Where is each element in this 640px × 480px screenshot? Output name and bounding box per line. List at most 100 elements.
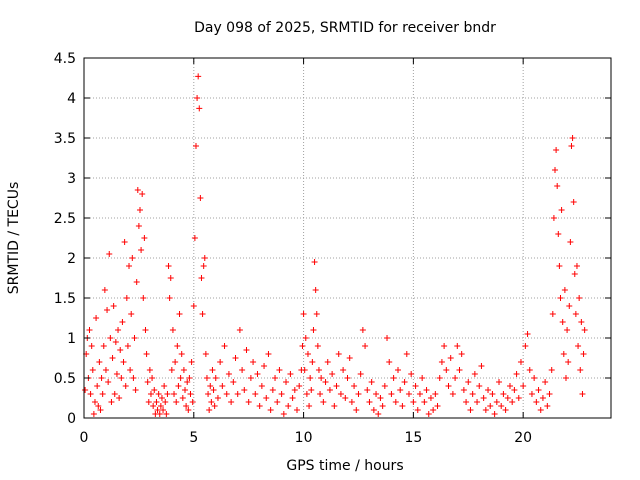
data-point xyxy=(329,371,336,377)
data-point xyxy=(139,191,146,197)
data-point xyxy=(539,395,546,401)
axis-ticks xyxy=(83,57,611,419)
data-point xyxy=(196,105,203,112)
data-point xyxy=(549,311,556,317)
data-point xyxy=(318,375,325,381)
data-point xyxy=(94,383,101,389)
data-point xyxy=(441,343,448,349)
data-point xyxy=(355,391,362,397)
data-point xyxy=(555,231,562,237)
data-point xyxy=(91,399,98,405)
data-point xyxy=(228,399,235,405)
data-point xyxy=(565,359,572,365)
data-point xyxy=(194,95,201,101)
data-point xyxy=(315,367,322,373)
data-point xyxy=(88,343,95,349)
data-point xyxy=(163,411,170,417)
data-point xyxy=(157,403,164,409)
data-point xyxy=(403,351,410,357)
data-point xyxy=(104,307,111,313)
data-point xyxy=(535,387,542,393)
data-point xyxy=(342,395,349,401)
data-point xyxy=(223,391,230,397)
data-point xyxy=(142,327,149,333)
data-point xyxy=(542,379,549,385)
data-point xyxy=(201,255,208,261)
data-point xyxy=(416,391,423,397)
data-point xyxy=(311,259,318,265)
x-axis-label: GPS time / hours xyxy=(286,458,403,474)
data-point xyxy=(158,395,165,401)
data-point xyxy=(577,367,584,373)
data-point xyxy=(176,311,183,317)
data-point xyxy=(252,391,259,397)
data-point xyxy=(340,367,347,373)
data-point xyxy=(469,391,476,397)
data-point xyxy=(154,407,161,413)
data-point xyxy=(575,343,582,349)
data-point xyxy=(82,387,89,393)
data-point xyxy=(568,143,575,149)
data-point xyxy=(500,391,507,397)
data-point xyxy=(579,391,586,397)
data-point xyxy=(267,407,274,413)
data-point xyxy=(98,375,105,381)
data-point xyxy=(132,387,139,393)
data-point xyxy=(140,295,147,301)
data-point xyxy=(283,379,290,385)
y-tick-label: 1 xyxy=(67,331,76,347)
data-point xyxy=(496,379,503,385)
y-tick-label: 4.5 xyxy=(54,51,76,67)
data-point xyxy=(232,355,239,361)
data-point xyxy=(531,375,538,381)
data-point xyxy=(528,391,535,397)
data-point xyxy=(463,399,470,405)
data-point xyxy=(134,187,141,193)
data-point xyxy=(370,407,377,413)
data-point xyxy=(458,351,465,357)
data-point xyxy=(419,375,426,381)
data-point xyxy=(322,379,329,385)
data-point xyxy=(161,383,168,389)
data-point xyxy=(392,399,399,405)
data-point xyxy=(143,351,150,357)
data-point xyxy=(410,399,417,405)
data-point xyxy=(128,311,135,317)
data-point xyxy=(131,335,138,341)
data-point xyxy=(151,387,158,393)
data-point xyxy=(164,391,171,397)
data-point xyxy=(166,295,173,301)
data-point xyxy=(364,387,371,393)
data-point xyxy=(301,367,308,373)
data-point xyxy=(331,403,338,409)
data-point xyxy=(571,271,578,277)
y-tick-label: 0.5 xyxy=(54,371,76,387)
data-point xyxy=(87,391,94,397)
data-point xyxy=(198,275,205,281)
data-point xyxy=(520,383,527,389)
data-point xyxy=(377,395,384,401)
data-point xyxy=(572,311,579,317)
data-point xyxy=(427,395,434,401)
data-point xyxy=(178,351,185,357)
data-point xyxy=(250,359,257,365)
data-point xyxy=(556,263,563,269)
data-point xyxy=(506,383,513,389)
data-point xyxy=(335,351,342,357)
y-axis-label: SRMTID / TECUs xyxy=(6,182,22,295)
data-point xyxy=(185,407,192,413)
data-point xyxy=(449,391,456,397)
data-point xyxy=(177,375,184,381)
grid-lines xyxy=(84,58,611,418)
data-point xyxy=(570,199,577,205)
data-point xyxy=(86,327,93,333)
data-point xyxy=(199,311,206,317)
data-point xyxy=(300,311,307,317)
data-point xyxy=(261,363,268,369)
data-point xyxy=(95,403,102,409)
data-point xyxy=(109,355,116,361)
data-point xyxy=(515,395,522,401)
x-tick-label: 10 xyxy=(295,430,313,446)
data-point xyxy=(211,403,218,409)
x-tick-label: 0 xyxy=(80,430,89,446)
